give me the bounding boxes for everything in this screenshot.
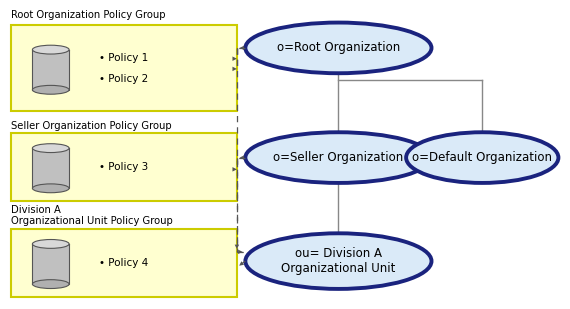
Bar [32,50,69,90]
FancyBboxPatch shape [11,229,237,297]
Text: o=Root Organization: o=Root Organization [277,41,400,54]
Ellipse shape [245,23,431,73]
FancyBboxPatch shape [11,133,237,201]
Ellipse shape [32,144,69,153]
Ellipse shape [32,184,69,193]
Ellipse shape [32,45,69,54]
Text: o=Default Organization: o=Default Organization [412,151,552,164]
FancyBboxPatch shape [11,25,237,111]
Text: • Policy 2: • Policy 2 [99,74,148,84]
Ellipse shape [406,132,559,183]
Text: Seller Organization Policy Group: Seller Organization Policy Group [11,121,172,131]
Text: • Policy 3: • Policy 3 [99,162,148,172]
Text: • Policy 1: • Policy 1 [99,53,148,63]
Ellipse shape [32,280,69,289]
Text: Root Organization Policy Group: Root Organization Policy Group [11,10,166,20]
Bar [32,244,69,284]
Ellipse shape [245,233,431,289]
Text: o=Seller Organization: o=Seller Organization [273,151,404,164]
Text: ou= Division A
Organizational Unit: ou= Division A Organizational Unit [281,247,396,275]
Text: • Policy 4: • Policy 4 [99,258,148,268]
Ellipse shape [32,239,69,248]
Text: Division A
Organizational Unit Policy Group: Division A Organizational Unit Policy Gr… [11,205,173,226]
Ellipse shape [32,85,69,94]
Bar [32,148,69,188]
Ellipse shape [245,132,431,183]
